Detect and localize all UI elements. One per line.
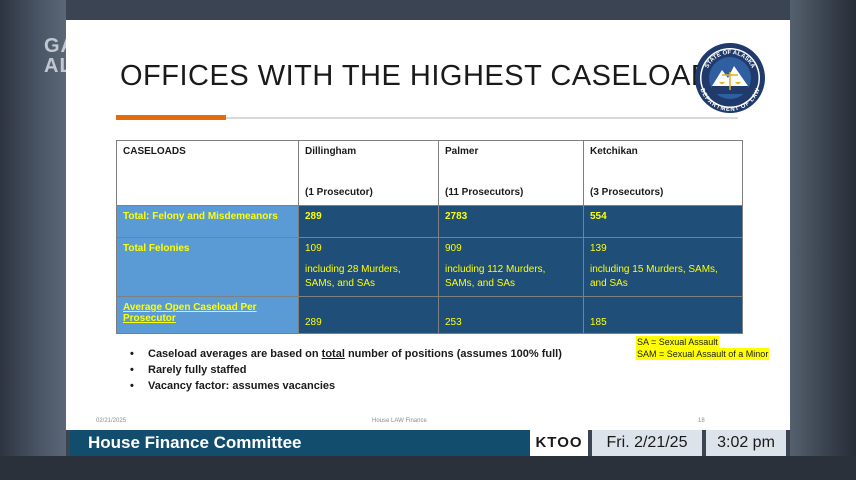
table-cell: 253 — [438, 296, 584, 334]
broadcast-chyron: House Finance Committee KTOO Fri. 2/21/2… — [70, 430, 786, 456]
table-row: Average Open Caseload Per Prosecutor 289… — [116, 296, 743, 334]
background-right — [790, 0, 856, 480]
slide-title: OFFICES WITH THE HIGHEST CASELOADS — [120, 60, 733, 92]
station-logo: KTOO — [530, 430, 588, 456]
slide-page-number: 18 — [698, 418, 705, 424]
table-header-cell: Dillingham (1 Prosecutor) — [298, 140, 439, 206]
table-cell: 139 including 15 Murders, SAMs, and SAs — [583, 237, 743, 297]
list-item: Rarely fully staffed — [130, 362, 562, 378]
table-row: Total Felonies 109 including 28 Murders,… — [116, 237, 743, 297]
table-cell: 109 including 28 Murders, SAMs, and SAs — [298, 237, 439, 297]
bullet-list: Caseload averages are based on total num… — [130, 346, 562, 394]
table-cell: 185 — [583, 296, 743, 334]
table-cell: 289 — [298, 205, 439, 238]
committee-name: House Finance Committee — [70, 430, 530, 456]
abbreviation-legend: SA = Sexual Assault SAM = Sexual Assault… — [636, 336, 770, 360]
row-label: Average Open Caseload Per Prosecutor — [116, 296, 299, 334]
table-header-cell: Palmer (11 Prosecutors) — [438, 140, 584, 206]
slide-footer-title: House LAW Finance — [372, 418, 427, 424]
broadcast-date: Fri. 2/21/25 — [592, 430, 702, 456]
table-cell: 909 including 112 Murders, SAMs, and SAs — [438, 237, 584, 297]
table-cell: 2783 — [438, 205, 584, 238]
title-accent-bar — [116, 115, 226, 120]
broadcast-time: 3:02 pm — [706, 430, 786, 456]
presentation-slide: OFFICES WITH THE HIGHEST CASELOADS STATE… — [66, 20, 790, 430]
title-divider — [118, 117, 738, 119]
table-header-label: CASELOADS — [116, 140, 299, 206]
list-item: Caseload averages are based on total num… — [130, 346, 562, 362]
table-header-row: CASELOADS Dillingham (1 Prosecutor) Palm… — [116, 140, 743, 206]
row-label: Total: Felony and Misdemeanors — [116, 205, 299, 238]
slide-footer-date: 02/21/2025 — [96, 418, 127, 424]
table-header-cell: Ketchikan (3 Prosecutors) — [583, 140, 743, 206]
caseload-table: CASELOADS Dillingham (1 Prosecutor) Palm… — [116, 140, 743, 334]
list-item: Vacancy factor: assumes vacancies — [130, 378, 562, 394]
table-cell: 289 — [298, 296, 439, 334]
row-label: Total Felonies — [116, 237, 299, 297]
table-cell: 554 — [583, 205, 743, 238]
background-bottom — [0, 456, 856, 480]
department-of-law-seal-icon: STATE OF ALASKA DEPARTMENT OF LAW — [695, 43, 765, 113]
background-left — [0, 0, 66, 480]
table-row: Total: Felony and Misdemeanors 289 2783 … — [116, 205, 743, 238]
